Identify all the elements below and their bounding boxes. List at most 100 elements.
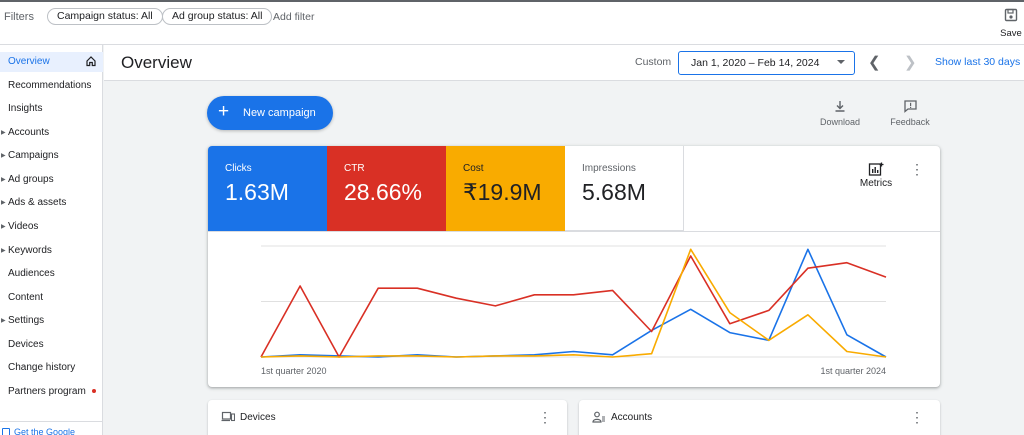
home-icon (86, 56, 96, 67)
sidebar-item-settings[interactable]: ▶ Settings (0, 311, 103, 331)
metric-label: Clicks (225, 163, 252, 174)
metric-label: Impressions (582, 163, 636, 174)
more-options-icon[interactable]: ⋮ (910, 409, 924, 425)
filter-chip-campaign-status[interactable]: Campaign status: All (47, 8, 163, 25)
accounts-card: Accounts ⋮ (579, 400, 940, 435)
chevron-left-icon[interactable]: ❮ (868, 54, 881, 71)
sidebar-item-label: Partners program (8, 386, 86, 397)
sidebar: Overview Recommendations Insights ▶ Accou… (0, 45, 103, 435)
filter-chip-ad-group-status[interactable]: Ad group status: All (162, 8, 273, 25)
more-options-icon[interactable]: ⋮ (910, 161, 924, 177)
expand-caret-icon: ▶ (1, 130, 6, 136)
sidebar-item-label: Settings (8, 315, 45, 326)
series-line-0 (260, 248, 887, 358)
line-chart: 1st quarter 2020 1st quarter 2024 (260, 245, 887, 376)
sidebar-item-ads-assets[interactable]: ▶ Ads & assets (0, 193, 103, 213)
feedback-icon (903, 100, 917, 113)
sidebar-item-content[interactable]: Content (0, 288, 103, 308)
x-axis-start-label: 1st quarter 2020 (261, 366, 327, 376)
accounts-card-title: Accounts (611, 412, 653, 423)
metrics-label: Metrics (859, 178, 893, 189)
series-line-2 (260, 248, 887, 358)
sidebar-item-devices[interactable]: Devices (0, 335, 103, 355)
download-icon (835, 101, 845, 112)
sidebar-item-label: Content (8, 292, 44, 303)
expand-caret-icon: ▶ (1, 318, 6, 324)
sidebar-item-label: Ad groups (8, 174, 54, 185)
sidebar-item-campaigns[interactable]: ▶ Campaigns (0, 146, 103, 166)
feedback-button[interactable]: Feedback (885, 99, 935, 127)
new-campaign-button[interactable]: + New campaign (207, 96, 333, 130)
page-header: Overview Custom Jan 1, 2020 – Feb 14, 20… (104, 45, 1024, 81)
add-chart-icon (868, 162, 884, 176)
devices-icon (221, 411, 235, 422)
download-button[interactable]: Download (815, 99, 865, 127)
more-options-icon[interactable]: ⋮ (538, 409, 552, 425)
devices-card: Devices ⋮ (208, 400, 567, 435)
performance-card: Clicks 1.63M CTR 28.66% Cost ₹19.9M Impr… (208, 146, 940, 387)
metric-tile-impressions[interactable]: Impressions 5.68M (565, 146, 684, 231)
download-label: Download (819, 117, 861, 127)
metrics-button[interactable]: Metrics (854, 162, 898, 189)
expand-caret-icon: ▶ (1, 248, 6, 254)
sidebar-item-label: Recommendations (8, 80, 92, 91)
sidebar-item-partners-program[interactable]: Partners program (0, 382, 103, 402)
feedback-label: Feedback (890, 117, 930, 127)
metric-tile-cost[interactable]: Cost ₹19.9M (446, 146, 565, 231)
sidebar-item-label: Keywords (8, 245, 52, 256)
save-icon (1004, 8, 1018, 22)
new-campaign-label: New campaign (243, 107, 316, 119)
sidebar-item-audiences[interactable]: Audiences (0, 264, 103, 284)
filter-bar: Filters Campaign status: All Ad group st… (0, 0, 1024, 45)
save-button[interactable]: Save (998, 8, 1024, 39)
sidebar-divider (0, 421, 103, 422)
metric-label: Cost (463, 163, 484, 174)
add-filter-link[interactable]: Add filter (273, 11, 315, 23)
sidebar-item-label: Overview (8, 56, 50, 67)
filters-label: Filters (4, 11, 34, 23)
expand-caret-icon: ▶ (1, 200, 6, 206)
sidebar-item-keywords[interactable]: ▶ Keywords (0, 241, 103, 261)
x-axis-end-label: 1st quarter 2024 (820, 366, 886, 376)
chevron-right-icon[interactable]: ❯ (904, 54, 917, 71)
save-label: Save (1000, 28, 1022, 39)
metric-value: 1.63M (225, 179, 289, 205)
notification-dot (91, 389, 96, 394)
expand-caret-icon: ▶ (1, 153, 6, 159)
metric-label: CTR (344, 163, 365, 174)
expand-caret-icon: ▶ (1, 224, 6, 230)
sidebar-item-accounts[interactable]: ▶ Accounts (0, 123, 103, 143)
date-range-picker[interactable]: Jan 1, 2020 – Feb 14, 2024 (678, 51, 855, 75)
sidebar-item-videos[interactable]: ▶ Videos (0, 217, 103, 237)
sidebar-item-insights[interactable]: Insights (0, 99, 103, 119)
sidebar-item-recommendations[interactable]: Recommendations (0, 76, 103, 96)
metric-tile-ctr[interactable]: CTR 28.66% (327, 146, 446, 231)
sidebar-item-overview[interactable]: Overview (0, 52, 103, 72)
sidebar-item-label: Campaigns (8, 150, 59, 161)
performance-chart: 1st quarter 2020 1st quarter 2024 (208, 231, 940, 387)
metric-value: 5.68M (582, 179, 646, 205)
show-last-30-days-link[interactable]: Show last 30 days (935, 56, 1021, 68)
series-line-1 (260, 255, 887, 358)
dropdown-arrow-icon (837, 60, 845, 64)
sidebar-item-label: Ads & assets (8, 197, 67, 208)
sidebar-item-ad-groups[interactable]: ▶ Ad groups (0, 170, 103, 190)
sidebar-item-label: Change history (8, 362, 76, 373)
sidebar-item-change-history[interactable]: Change history (0, 358, 103, 378)
sidebar-item-label: Accounts (8, 127, 50, 138)
sidebar-item-label: Audiences (8, 268, 55, 279)
metric-tile-clicks[interactable]: Clicks 1.63M (208, 146, 327, 231)
expand-caret-icon: ▶ (1, 177, 6, 183)
metric-value: 28.66% (344, 179, 423, 205)
device-icon (2, 428, 10, 435)
get-google-app-link[interactable]: Get the Google (2, 427, 75, 435)
get-google-label: Get the Google (14, 427, 76, 435)
metric-value: ₹19.9M (463, 179, 542, 205)
date-range-value: Jan 1, 2020 – Feb 14, 2024 (691, 57, 820, 69)
sidebar-item-label: Insights (8, 103, 43, 114)
page-title: Overview (121, 53, 192, 72)
range-type-label: Custom (635, 56, 672, 68)
devices-card-title: Devices (240, 412, 276, 423)
accounts-icon (592, 411, 605, 423)
sidebar-item-label: Devices (8, 339, 44, 350)
